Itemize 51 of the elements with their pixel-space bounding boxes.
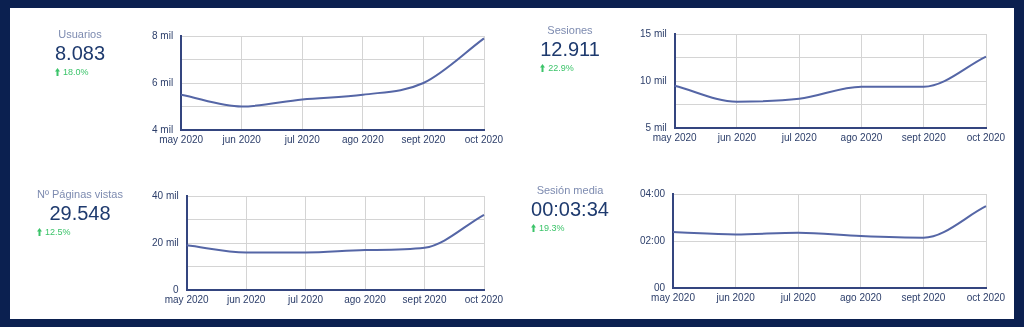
x-tick-label: jul 2020 bbox=[780, 131, 818, 143]
line-series bbox=[672, 205, 987, 239]
x-tick-label: sept 2020 bbox=[401, 133, 446, 145]
x-tick-label: sept 2020 bbox=[901, 291, 946, 303]
y-tick-label: 4 mil bbox=[151, 123, 174, 135]
x-tick-label: sept 2020 bbox=[402, 293, 447, 305]
x-tick-label: oct 2020 bbox=[966, 131, 1006, 143]
x-tick-label: sept 2020 bbox=[901, 131, 947, 143]
y-tick-label: 10 mil bbox=[639, 74, 667, 86]
x-tick-label: jun 2020 bbox=[221, 133, 262, 145]
x-tick-label: ago 2020 bbox=[840, 131, 883, 143]
text: 18.0% bbox=[62, 67, 89, 77]
y-tick-label: 8 mil bbox=[151, 29, 174, 41]
x-tick-label: oct 2020 bbox=[464, 133, 504, 145]
text: Usuarios bbox=[57, 28, 103, 40]
y-tick-label: 15 mil bbox=[639, 27, 667, 39]
y-tick-label: 00 bbox=[653, 281, 666, 293]
x-tick-label: ago 2020 bbox=[341, 133, 385, 145]
text: 12.5% bbox=[45, 227, 71, 237]
line-series bbox=[673, 55, 987, 103]
x-tick-label: jun 2020 bbox=[715, 291, 756, 303]
y-tick-label: 40 mil bbox=[151, 189, 179, 201]
y-tick-label: 20 mil bbox=[151, 236, 179, 248]
x-tick-label: jun 2020 bbox=[225, 293, 266, 305]
x-tick-label: ago 2020 bbox=[839, 291, 883, 303]
x-tick-label: may 2020 bbox=[164, 293, 210, 305]
x-tick-label: may 2020 bbox=[652, 131, 698, 143]
text: 12.911 bbox=[540, 38, 600, 61]
text: 00:03:34 bbox=[531, 198, 609, 221]
text: 29.548 bbox=[48, 202, 112, 225]
y-tick-label: 6 mil bbox=[151, 76, 174, 88]
y-tick-label: 02:00 bbox=[639, 234, 666, 246]
y-tick-label: 0 bbox=[173, 283, 180, 295]
y-tick-label: 04:00 bbox=[639, 187, 666, 199]
x-tick-label: jul 2020 bbox=[287, 293, 324, 305]
text: Sesiones bbox=[546, 24, 594, 36]
text: 22.9% bbox=[548, 63, 574, 73]
text: Nº Páginas vistas bbox=[37, 188, 123, 200]
x-tick-label: oct 2020 bbox=[966, 291, 1006, 303]
x-tick-label: jul 2020 bbox=[283, 133, 321, 145]
x-tick-label: jul 2020 bbox=[779, 291, 817, 303]
x-tick-label: may 2020 bbox=[159, 133, 204, 145]
text: 19.3% bbox=[539, 223, 565, 233]
x-tick-label: jun 2020 bbox=[716, 131, 757, 143]
y-tick-label: 5 mil bbox=[645, 121, 667, 133]
line-series bbox=[185, 213, 485, 254]
text: 8.083 bbox=[54, 42, 106, 65]
text: Sesión media bbox=[535, 184, 605, 196]
x-tick-label: may 2020 bbox=[651, 291, 696, 303]
x-tick-label: ago 2020 bbox=[344, 293, 387, 305]
x-tick-label: oct 2020 bbox=[464, 293, 504, 305]
